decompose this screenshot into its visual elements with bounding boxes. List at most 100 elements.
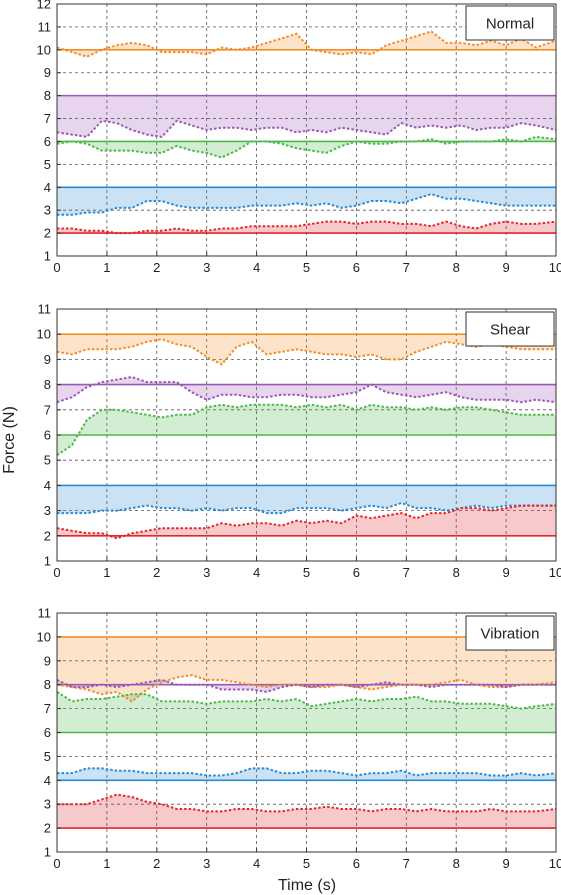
- series-line: [57, 220, 557, 235]
- series-line: [57, 193, 556, 216]
- y-axis-label: Force (N): [1, 406, 18, 474]
- y-tick-label: 1: [44, 249, 51, 264]
- y-tick-label: 1: [44, 845, 51, 860]
- x-tick-label: 5: [303, 565, 310, 580]
- x-tick-label: 0: [53, 856, 60, 871]
- y-tick-label: 5: [44, 157, 51, 172]
- x-tick-label: 9: [502, 856, 509, 871]
- series-line: [56, 375, 557, 404]
- y-tick-label: 9: [44, 653, 51, 668]
- y-tick-label: 5: [44, 453, 51, 468]
- x-tick-label: 5: [303, 260, 310, 275]
- x-tick-label: 1: [103, 565, 110, 580]
- panel-title: Shear: [490, 322, 530, 339]
- y-tick-label: 2: [44, 528, 51, 543]
- x-tick-label: 8: [453, 856, 460, 871]
- x-tick-label: 3: [203, 565, 210, 580]
- x-tick-label: 2: [153, 565, 160, 580]
- x-tick-label: 4: [253, 565, 260, 580]
- x-tick-label: 2: [153, 856, 160, 871]
- panel-title-box: [465, 5, 555, 41]
- y-tick-label: 8: [44, 377, 51, 392]
- x-tick-label: 3: [203, 260, 210, 275]
- panel-title: Normal: [486, 16, 534, 33]
- y-tick-label: 1: [44, 554, 51, 569]
- y-tick-label: 3: [44, 203, 51, 218]
- y-tick-label: 6: [44, 725, 51, 740]
- y-tick-label: 10: [37, 42, 51, 57]
- y-tick-label: 7: [44, 402, 51, 417]
- y-tick-label: 3: [44, 503, 51, 518]
- series-band: [57, 404, 556, 456]
- series-line: [56, 403, 556, 457]
- y-tick-label: 12: [37, 0, 51, 12]
- x-tick-label: 7: [403, 565, 410, 580]
- x-tick-label: 2: [153, 260, 160, 275]
- x-tick-label: 7: [403, 856, 410, 871]
- x-tick-label: 10: [549, 856, 561, 871]
- x-tick-label: 10: [549, 565, 561, 580]
- series-band: [57, 377, 556, 403]
- x-tick-label: 3: [203, 856, 210, 871]
- y-tick-label: 2: [44, 226, 51, 241]
- series-line: [57, 767, 557, 777]
- series-line: [56, 678, 556, 693]
- series-band: [57, 221, 556, 234]
- y-tick-label: 2: [44, 821, 51, 836]
- y-tick-label: 4: [44, 180, 51, 195]
- x-tick-label: 4: [253, 260, 260, 275]
- y-tick-label: 5: [44, 749, 51, 764]
- series-band: [57, 334, 556, 365]
- x-tick-label: 6: [353, 565, 360, 580]
- x-tick-label: 8: [453, 565, 460, 580]
- y-tick-label: 9: [44, 352, 51, 367]
- series-band: [57, 95, 556, 137]
- series-line: [56, 119, 557, 138]
- y-tick-label: 6: [44, 134, 51, 149]
- x-axis-label: Time (s): [278, 877, 336, 894]
- x-tick-label: 7: [403, 260, 410, 275]
- x-tick-label: 8: [453, 260, 460, 275]
- y-tick-label: 6: [44, 428, 51, 443]
- y-tick-label: 4: [44, 773, 51, 788]
- y-tick-label: 10: [37, 629, 51, 644]
- series-line: [56, 30, 557, 58]
- series-band: [57, 187, 556, 215]
- x-tick-label: 1: [103, 856, 110, 871]
- x-tick-label: 6: [353, 856, 360, 871]
- series-band: [57, 485, 556, 514]
- y-tick-label: 11: [38, 606, 52, 621]
- y-tick-label: 8: [44, 677, 51, 692]
- series-band: [57, 768, 556, 781]
- y-tick-label: 11: [38, 302, 52, 317]
- y-tick-label: 7: [44, 701, 51, 716]
- y-tick-label: 4: [44, 478, 51, 493]
- series-line: [56, 135, 557, 159]
- x-tick-label: 5: [303, 856, 310, 871]
- y-tick-label: 7: [44, 111, 51, 126]
- series-line: [56, 691, 557, 710]
- panel-title-box: [465, 615, 555, 651]
- x-tick-label: 6: [353, 260, 360, 275]
- x-tick-label: 4: [253, 856, 260, 871]
- y-tick-label: 3: [44, 797, 51, 812]
- y-tick-label: 9: [44, 65, 51, 80]
- series-band: [57, 636, 556, 702]
- y-tick-label: 11: [38, 19, 52, 34]
- x-tick-label: 9: [502, 260, 509, 275]
- series-band: [57, 794, 556, 829]
- panel-title-box: [465, 311, 555, 347]
- panel-title: Vibration: [481, 626, 540, 643]
- x-tick-label: 1: [103, 260, 110, 275]
- y-tick-label: 8: [44, 88, 51, 103]
- x-tick-label: 9: [502, 565, 509, 580]
- x-tick-label: 10: [549, 260, 561, 275]
- series-line: [57, 501, 556, 515]
- x-tick-label: 0: [53, 565, 60, 580]
- x-tick-label: 0: [53, 260, 60, 275]
- y-tick-label: 10: [37, 327, 51, 342]
